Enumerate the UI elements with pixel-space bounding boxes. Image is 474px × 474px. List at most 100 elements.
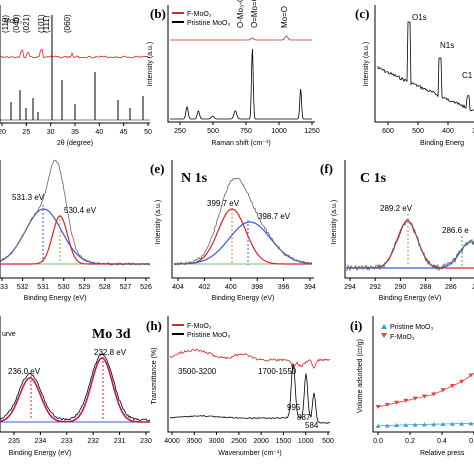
panel-g-xtick-label: 232 [87, 438, 99, 445]
panel-h-xlabel: Wavenumber (cm⁻¹) [218, 450, 281, 457]
panel-e-xtick-label: 402 [199, 284, 211, 291]
panel-f-raw [345, 218, 474, 272]
panel-f-fit-1 [346, 241, 474, 269]
panel-e-xtick-label: 394 [304, 284, 316, 291]
panel-b-xtick-label: 1250 [304, 128, 320, 135]
panel-d-xtick-label: 530 [58, 284, 70, 291]
panel-g-xtick-label: 235 [8, 438, 20, 445]
panel-i-xtick-label: 0.0 [373, 438, 383, 445]
panel-c-xtick-label: 400 [442, 128, 454, 135]
panel-c-spectrum [377, 21, 474, 112]
panel-g-raw [0, 353, 151, 422]
panel-h-label: (h) [146, 318, 162, 333]
panel-g-legend-1: urve [2, 331, 16, 338]
panel-i-ylabel: Volume adsorbed (cc/g) [357, 339, 364, 413]
panel-d-xtick-label: 533 [0, 284, 8, 291]
panel-b-band-label: O=Mo=O [250, 0, 259, 28]
panel-i-xtick-label: 0.2 [405, 438, 415, 445]
panel-i-point-f [403, 398, 409, 403]
panel-a-xtick-label: 25 [22, 129, 30, 136]
panel-i-point-f [394, 400, 400, 405]
panel-a-xtick-label: 50 [144, 129, 152, 136]
panel-f-peak-0: 289.2 eV [380, 204, 413, 213]
panel-h-band-4: 584 [305, 421, 319, 430]
panel-c-axes [374, 5, 474, 123]
panel-d-raw [0, 159, 151, 267]
panel-c-xtick-label: 600 [382, 128, 394, 135]
panel-i-point-pristine [384, 423, 390, 428]
panel-h-xtick-label: 2000 [253, 438, 269, 445]
panel-e-title: N 1s [181, 171, 208, 186]
panel-i-point-pristine [375, 423, 381, 428]
panel-h-xtick-label: 3500 [186, 438, 202, 445]
panel-g-xlabel: Binding Energy (eV) [9, 450, 72, 457]
panel-b-ylabel: Intensity (a.u.) [147, 42, 154, 86]
panel-a-xtick-label: 40 [95, 129, 103, 136]
panel-d-xtick-label: 528 [99, 284, 111, 291]
panel-f-label: (f) [320, 161, 333, 176]
panel-i-xlabel: Relative press [420, 450, 465, 457]
panel-b-xtick-label: 750 [240, 128, 252, 135]
panel-f-xlabel: Binding Energy (eV) [379, 295, 442, 302]
panel-d-xtick-label: 531 [37, 284, 49, 291]
panel-i-legend-marker-0 [381, 324, 387, 329]
panel-f-xtick-label: 290 [395, 284, 407, 291]
panel-a-legend-1: MoO₃ [4, 18, 22, 25]
panel-i-point-pristine [394, 423, 400, 428]
panel-h-series-pristine [169, 363, 331, 424]
panel-i-legend-marker-1 [381, 333, 387, 338]
panel-d-fit-0 [0, 208, 150, 265]
panel-a-xtick-label: 35 [71, 129, 79, 136]
panel-i-legend-0: Pristine MoO₃ [390, 324, 433, 331]
panel-i-point-f [449, 384, 455, 388]
panel-h-legend-0: F-MoO₃ [187, 323, 212, 330]
panel-c-xtick-label: 300 [472, 128, 474, 135]
panel-b-band-label: Mo=O [280, 6, 289, 28]
panel-i-xtick-label: 0.6 [469, 438, 474, 445]
panel-h-band-1: 1700-1550 [258, 367, 297, 376]
panel-b-axes [167, 5, 315, 123]
panel-h-xtick-label: 1000 [298, 438, 314, 445]
panel-f-xtick-label: 292 [369, 284, 381, 291]
panel-f-xtick-label: 286 [445, 284, 457, 291]
panel-f-axes [344, 160, 474, 279]
panel-e-axes [171, 160, 314, 279]
panel-h-ylabel: Transmittance (%) [151, 348, 158, 405]
panel-a-peak-label: (111) [42, 15, 51, 33]
panel-i-point-f [431, 392, 437, 397]
panel-e-xtick-label: 396 [278, 284, 290, 291]
panel-c-xtick-label: 500 [412, 128, 424, 135]
panel-d-xlabel: Binding Energy (eV) [24, 295, 87, 302]
panel-h-band-0: 3500-3200 [178, 367, 217, 376]
panel-f-xtick-label: 288 [420, 284, 432, 291]
panel-i-point-f [459, 379, 465, 384]
panel-d-peak-0: 531.3 eV [12, 193, 45, 202]
panel-d-fit-1 [0, 215, 150, 265]
panel-d-xtick-label: 529 [78, 284, 90, 291]
panel-g-peak-1: 232.8 eV [94, 348, 127, 357]
panel-b-legend-0: F-MoO₃ [187, 11, 212, 18]
panel-b-series-f [170, 35, 312, 41]
panel-b-xtick-label: 250 [174, 128, 186, 135]
panel-g-xtick-label: 234 [35, 438, 47, 445]
panel-i-point-pristine [431, 422, 437, 427]
panel-b-series-pristine [170, 48, 312, 120]
panel-f-title: C 1s [360, 171, 387, 186]
panel-c-peak-c1: C1 [462, 71, 473, 80]
panel-d-xtick-label: 526 [140, 284, 152, 291]
panel-h-xtick-label: 3000 [209, 438, 225, 445]
panel-c-label: (c) [355, 6, 369, 21]
panel-b-xlabel: Raman shift (cm⁻¹) [211, 140, 270, 147]
panel-i-point-f [384, 402, 390, 407]
panel-g-axes [0, 316, 150, 433]
panel-e-peak-0: 399.7 eV [207, 199, 240, 208]
panel-b-xtick-label: 1000 [271, 128, 287, 135]
panel-i-point-pristine [468, 421, 474, 426]
panel-h-band-3: 887 [297, 413, 311, 422]
panel-b-legend-1: Pristine MoO₃ [187, 20, 230, 27]
panel-a-series-red [0, 48, 151, 59]
panel-g-fit [0, 357, 150, 423]
panel-i-point-f [412, 396, 418, 401]
panel-e-ylabel: Intensity (a.u.) [155, 200, 162, 244]
